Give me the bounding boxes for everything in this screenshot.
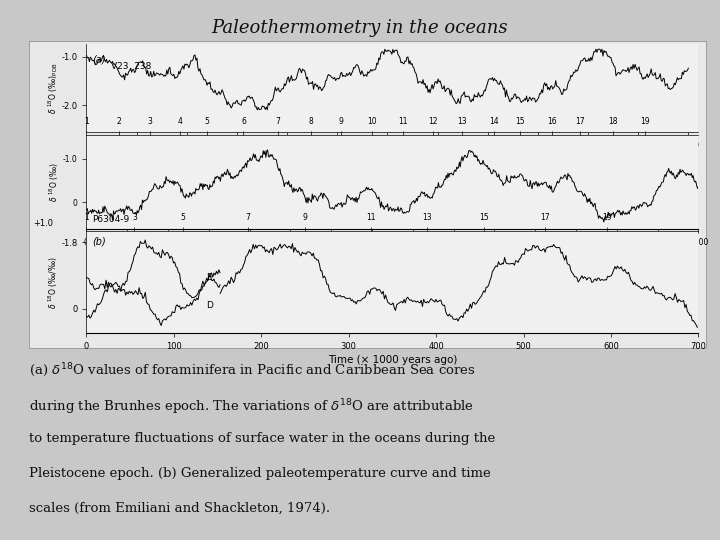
Text: scales (from Emiliani and Shackleton, 1974).: scales (from Emiliani and Shackleton, 19…: [29, 502, 330, 515]
Text: V23  238: V23 238: [111, 62, 151, 71]
Text: D: D: [206, 301, 212, 309]
Text: +1.0: +1.0: [32, 219, 53, 228]
Text: Pleistocene epoch. (b) Generalized paleotemperature curve and time: Pleistocene epoch. (b) Generalized paleo…: [29, 467, 490, 480]
Text: E: E: [206, 273, 212, 282]
Text: during the Brunhes epoch. The variations of $\delta^{18}$O are attributable: during the Brunhes epoch. The variations…: [29, 397, 474, 416]
Text: (a) $\delta^{18}$O values of foraminifera in Pacific and Caribbean Sea cores: (a) $\delta^{18}$O values of foraminifer…: [29, 362, 475, 380]
Y-axis label: $\delta\ ^{18}$O ($‰/‰$): $\delta\ ^{18}$O ($‰/‰$): [46, 255, 60, 309]
X-axis label: Time (× 1000 years ago): Time (× 1000 years ago): [328, 355, 457, 365]
Text: P6304-9: P6304-9: [92, 215, 130, 224]
Y-axis label: $\delta\ ^{18}$O ($‰$): $\delta\ ^{18}$O ($‰$): [48, 161, 61, 202]
Text: Paleothermometry in the oceans: Paleothermometry in the oceans: [212, 19, 508, 37]
Text: (a): (a): [92, 55, 106, 65]
Text: to temperature fluctuations of surface water in the oceans during the: to temperature fluctuations of surface w…: [29, 432, 495, 445]
Text: (b): (b): [92, 237, 107, 246]
X-axis label: Depth Below Top (cm): Depth Below Top (cm): [336, 251, 449, 261]
Y-axis label: $\delta\ ^{18}$O ($‰$)$_\mathrm{PDB}$: $\delta\ ^{18}$O ($‰$)$_\mathrm{PDB}$: [46, 63, 60, 114]
